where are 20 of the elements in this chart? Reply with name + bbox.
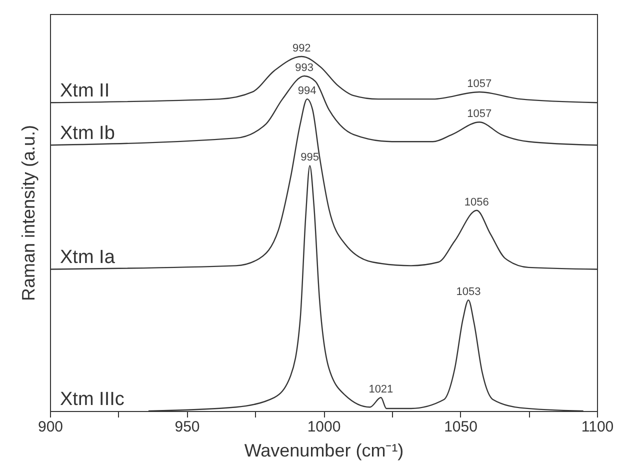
y-axis-title: Raman intensity (a.u.): [18, 124, 38, 302]
series-label: Xtm Ia: [60, 247, 116, 268]
annotation: 1021: [368, 384, 394, 396]
annotation: 1053: [456, 286, 481, 298]
x-tick-label: 1100: [581, 418, 614, 436]
annotation: 994: [298, 85, 316, 98]
x-tick-label: 950: [174, 418, 200, 436]
series-label: Xtm IIIc: [60, 389, 124, 410]
annotation: 992: [292, 42, 311, 55]
x-axis-title: Wavenumber (cm⁻¹): [244, 440, 404, 460]
x-tick-label: 1000: [307, 418, 341, 436]
series-label: Xtm II: [60, 80, 110, 102]
annotation: 1056: [464, 196, 489, 208]
x-tick-label: 900: [38, 418, 64, 436]
annotation: 1057: [467, 78, 492, 90]
series-label: Xtm Ib: [60, 123, 115, 144]
annotation: 995: [300, 152, 320, 164]
annotation: 993: [295, 62, 314, 74]
annotation: 1057: [467, 108, 492, 120]
x-tick-label: 1050: [444, 418, 478, 436]
